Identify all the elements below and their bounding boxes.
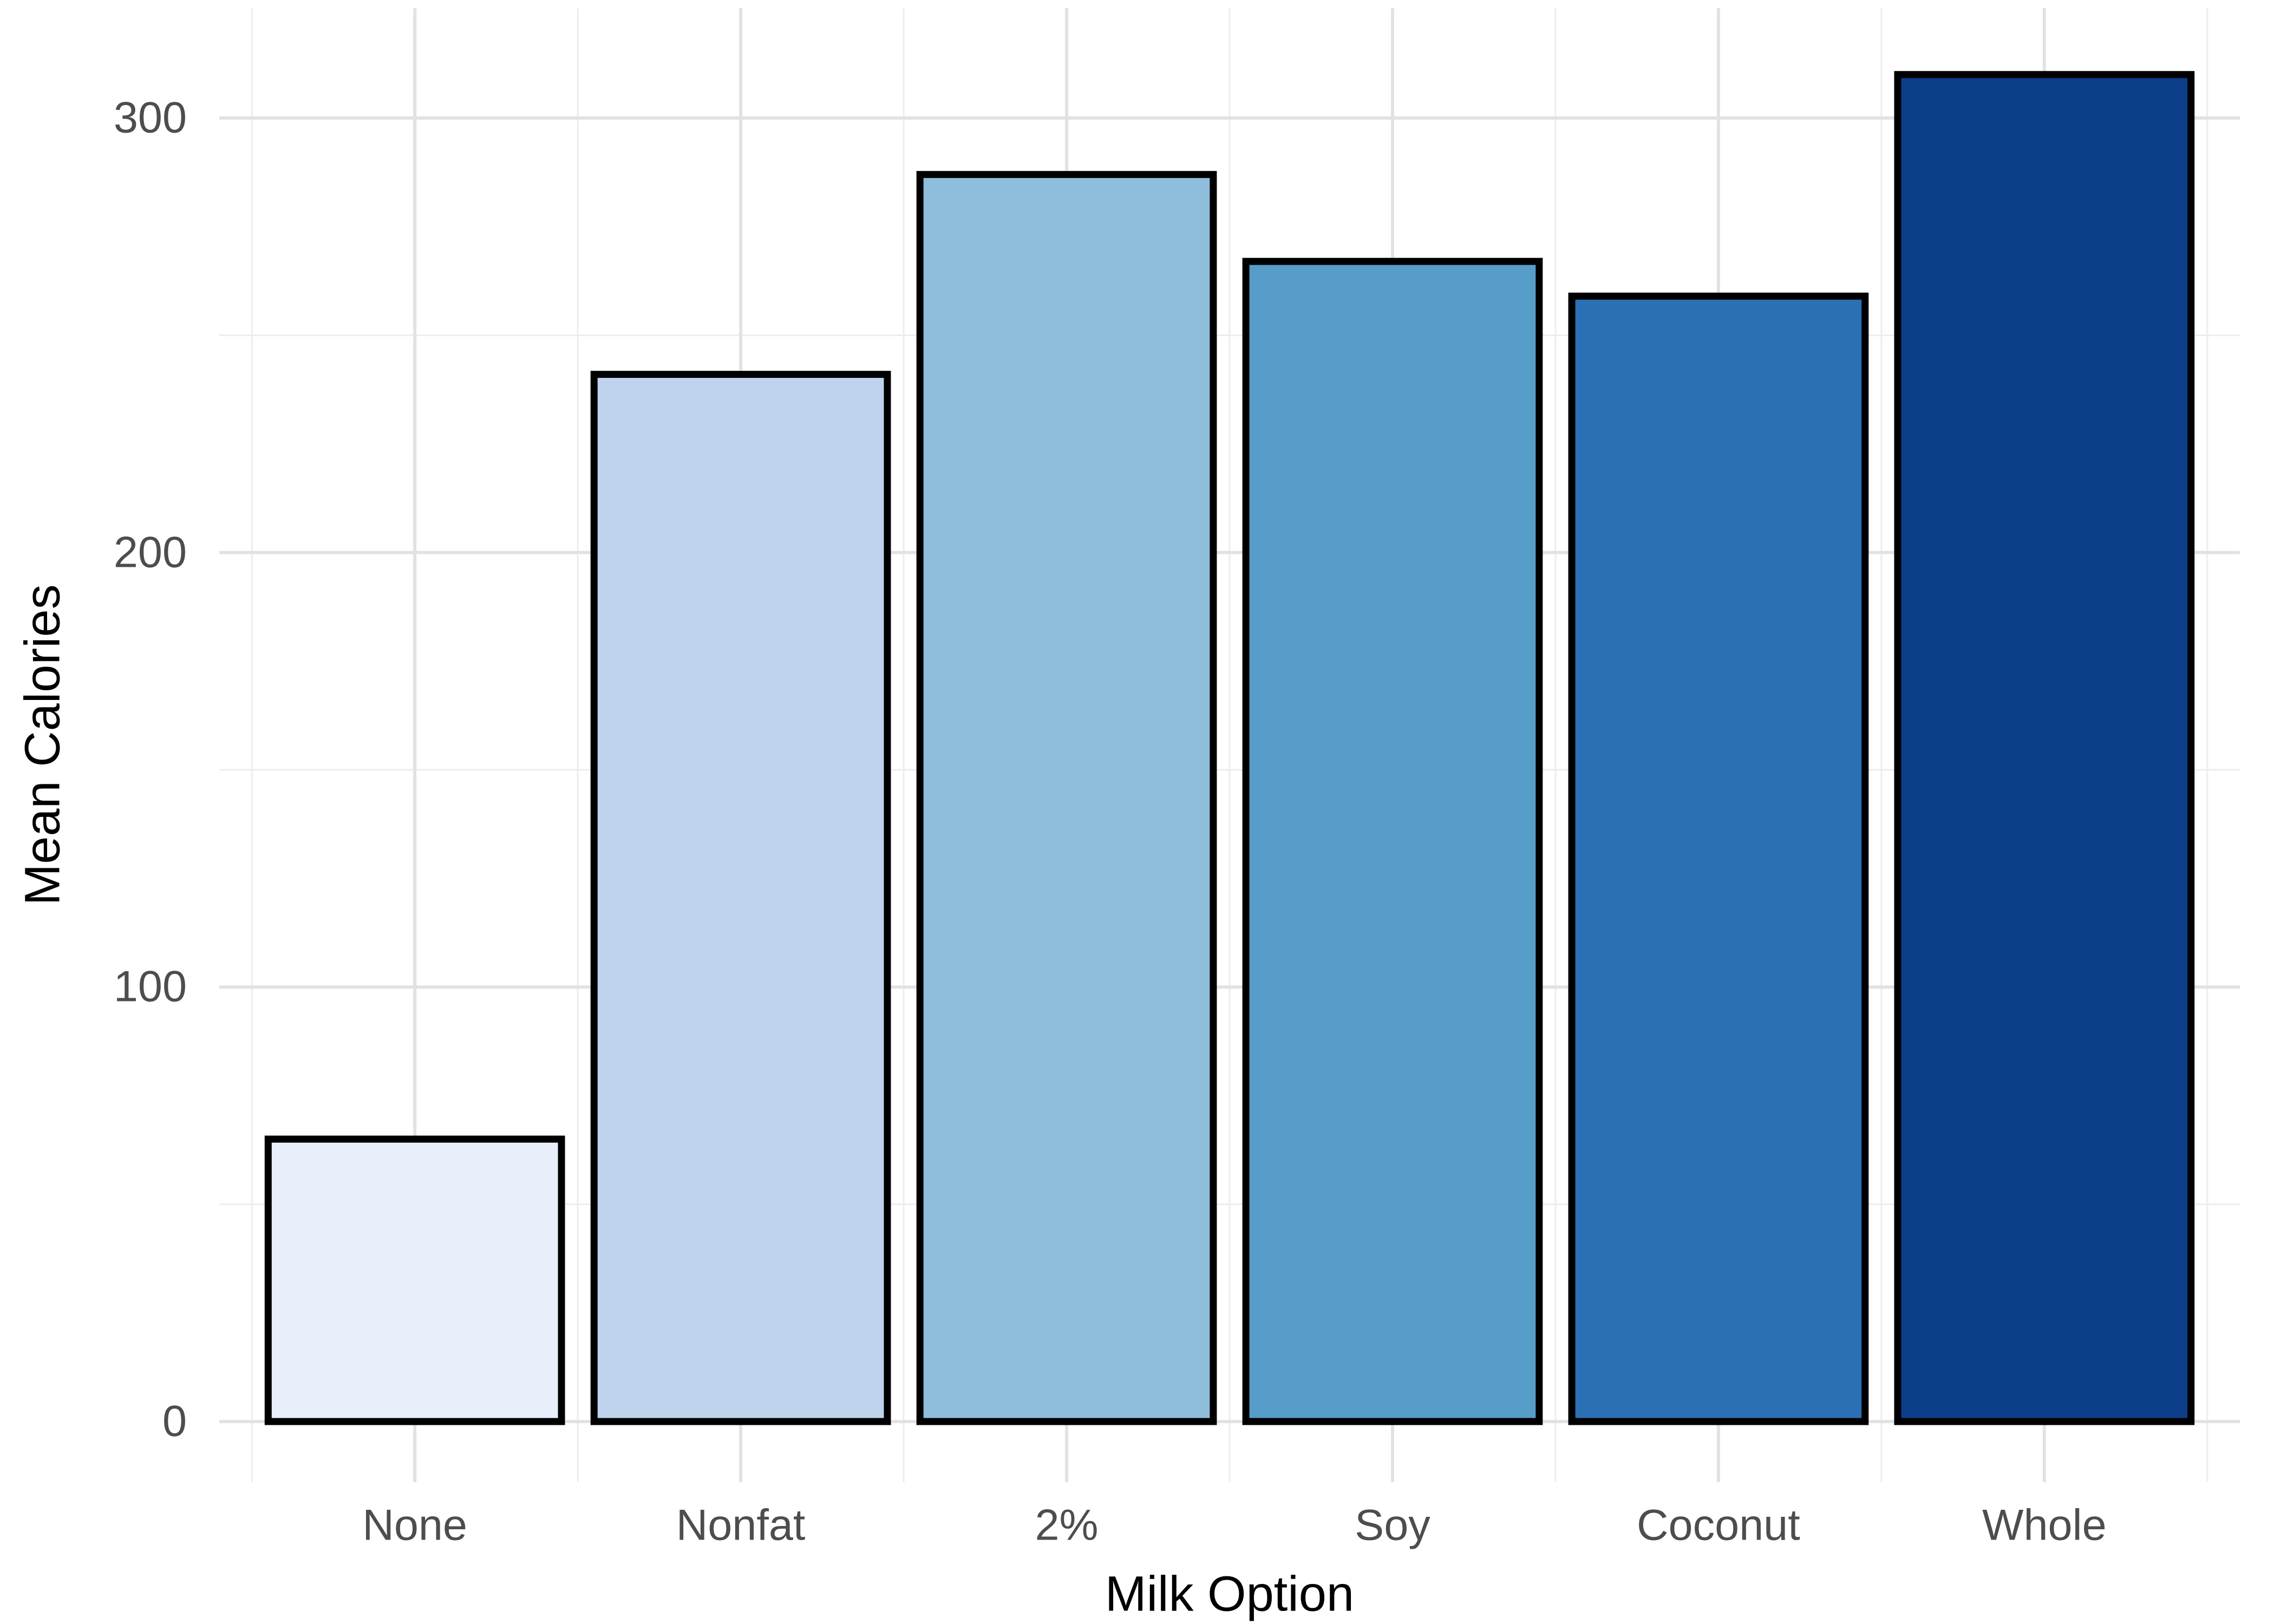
x-tick-label-nonfat: Nonfat bbox=[676, 1501, 806, 1550]
x-tick-label-none: None bbox=[362, 1501, 467, 1550]
y-tick-label-300: 300 bbox=[113, 93, 187, 142]
y-tick-label-200: 200 bbox=[113, 528, 187, 577]
x-tick-label-2-: 2% bbox=[1035, 1501, 1099, 1550]
x-tick-label-whole: Whole bbox=[1982, 1501, 2107, 1550]
y-tick-label-100: 100 bbox=[113, 962, 187, 1011]
x-tick-label-soy: Soy bbox=[1355, 1501, 1430, 1550]
bar-soy bbox=[1242, 258, 1543, 1425]
x-tick-label-coconut: Coconut bbox=[1637, 1501, 1800, 1550]
y-axis-title: Mean Calories bbox=[15, 584, 70, 906]
bar-2- bbox=[916, 171, 1217, 1425]
x-axis-title: Milk Option bbox=[1105, 1566, 1355, 1622]
bar-whole bbox=[1894, 71, 2195, 1425]
bar-nonfat bbox=[590, 371, 891, 1425]
bar-none bbox=[264, 1135, 565, 1425]
bar-coconut bbox=[1568, 292, 1869, 1425]
y-tick-label-0: 0 bbox=[162, 1397, 187, 1446]
